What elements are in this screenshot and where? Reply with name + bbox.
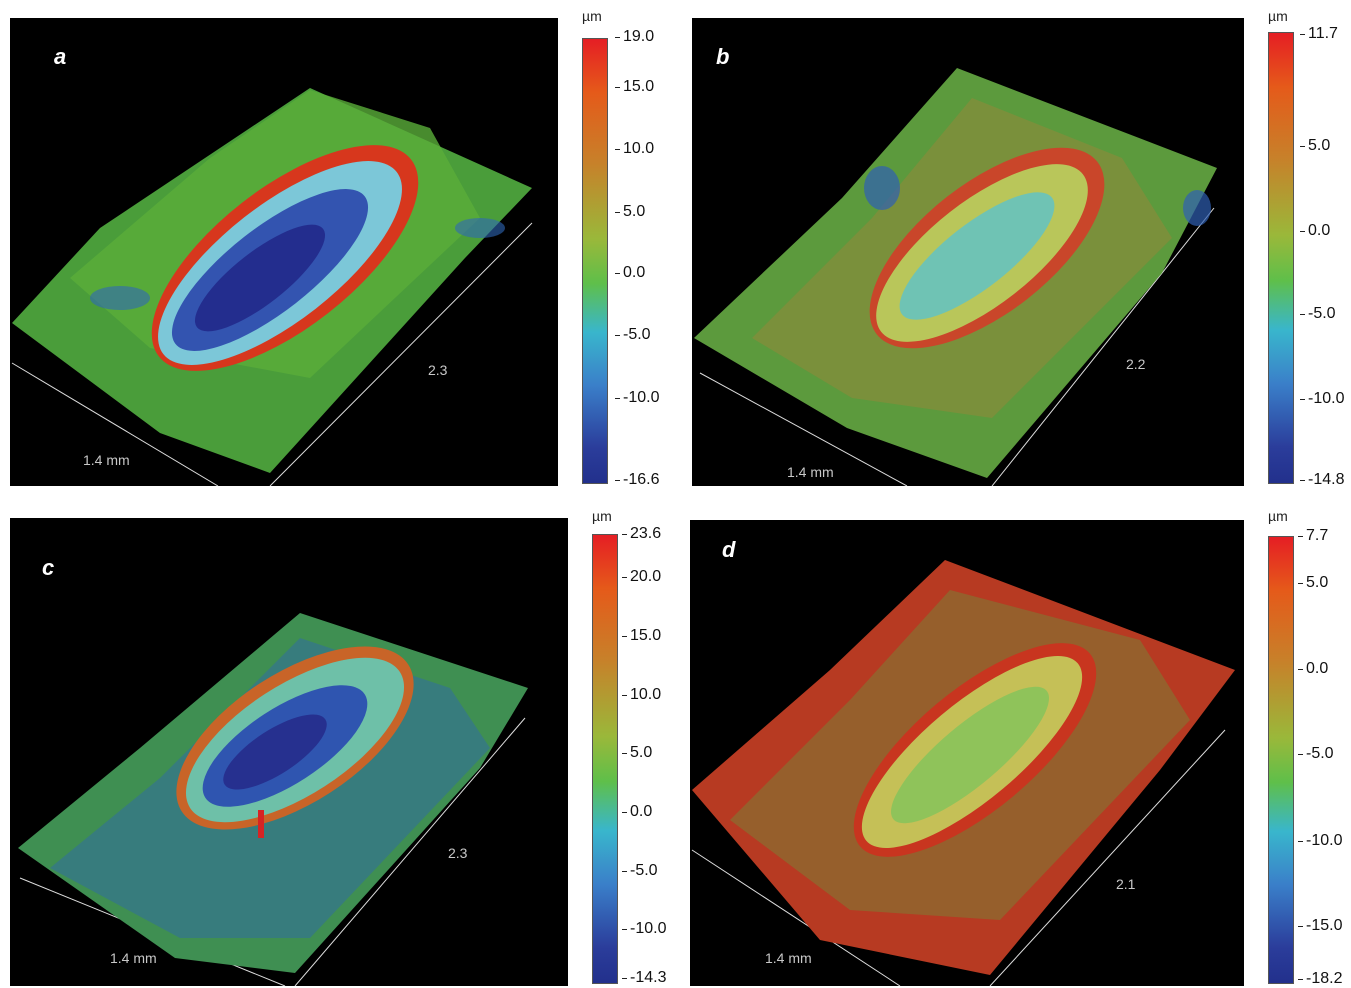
length-label: 2.1 xyxy=(1116,876,1136,892)
colorbar-gradient xyxy=(582,38,608,484)
colorbar-unit: µm xyxy=(592,508,612,524)
tick-label: -10.0 xyxy=(621,920,667,937)
width-label: 1.4 mm xyxy=(83,452,130,468)
tick-label: -18.2 xyxy=(1297,970,1343,987)
surface-plot-a xyxy=(11,88,533,486)
panel-a: a 1.4 mm 2.3 xyxy=(10,18,558,486)
tick-label: -14.3 xyxy=(621,969,667,986)
width-label: 1.4 mm xyxy=(787,464,834,480)
panel-letter: b xyxy=(716,44,730,69)
colorbar-b: µm 11.7 5.0 0.0 -5.0 -10.0 -14.8 xyxy=(1266,8,1351,493)
colorbar-unit: µm xyxy=(1268,8,1288,24)
panel-letter: a xyxy=(54,44,67,69)
tick-label: -10.0 xyxy=(1297,832,1343,849)
tick-label: 11.7 xyxy=(1300,25,1338,42)
colorbar-unit: µm xyxy=(582,8,602,24)
tick-label: 19.0 xyxy=(614,28,655,45)
length-label: 2.3 xyxy=(448,845,468,861)
length-label: 2.3 xyxy=(428,362,448,378)
tick-label: 0.0 xyxy=(1299,222,1331,239)
tick-label: 0.0 xyxy=(614,264,646,281)
tick-label: 23.6 xyxy=(621,525,662,542)
tick-label: 5.0 xyxy=(614,203,646,220)
tick-label: 15.0 xyxy=(614,78,655,95)
tick-label: 20.0 xyxy=(621,568,662,585)
colorbar-gradient xyxy=(1268,32,1294,484)
tick-label: 0.0 xyxy=(621,803,653,820)
tick-label: -5.0 xyxy=(1300,305,1336,322)
tick-label: 10.0 xyxy=(614,140,655,157)
tick-label: 7.7 xyxy=(1297,527,1329,544)
tick-label: -10.0 xyxy=(1299,390,1345,407)
tick-label: -16.6 xyxy=(614,471,660,488)
tick-label: 10.0 xyxy=(621,686,662,703)
width-label: 1.4 mm xyxy=(765,950,812,966)
panel-c: c 1.4 mm 2.3 xyxy=(10,518,568,986)
tick-label: 5.0 xyxy=(1297,574,1329,591)
surface-plot-d xyxy=(691,560,1235,986)
panel-letter: c xyxy=(42,555,55,580)
tick-label: 0.0 xyxy=(1297,660,1329,677)
tick-label: 15.0 xyxy=(621,627,662,644)
panel-d: d 1.4 mm 2.1 xyxy=(690,520,1244,986)
colorbar-d: µm 7.7 5.0 0.0 -5.0 -10.0 -15.0 -18.2 xyxy=(1266,508,1351,987)
colorbar-c: µm 23.6 20.0 15.0 10.0 5.0 0.0 -5.0 -10.… xyxy=(590,508,690,986)
width-label: 1.4 mm xyxy=(110,950,157,966)
panel-b: b 1.4 mm 2.2 xyxy=(692,18,1244,486)
tick-label: -5.0 xyxy=(615,326,651,343)
tick-label: -5.0 xyxy=(622,862,658,879)
tick-label: 5.0 xyxy=(621,744,653,761)
length-label: 2.2 xyxy=(1126,356,1146,372)
panel-letter: d xyxy=(722,537,736,562)
tick-label: -15.0 xyxy=(1297,917,1343,934)
colorbar-a: µm 19.0 15.0 10.0 5.0 0.0 -5.0 -10.0 -16… xyxy=(580,8,680,493)
surface-plot-c xyxy=(18,613,528,986)
tick-label: -10.0 xyxy=(614,389,660,406)
surface-plot-b xyxy=(694,68,1217,486)
tick-label: -5.0 xyxy=(1298,745,1334,762)
colorbar-gradient xyxy=(1268,536,1294,984)
tick-label: 5.0 xyxy=(1299,137,1331,154)
colorbar-gradient xyxy=(592,534,618,984)
colorbar-unit: µm xyxy=(1268,508,1288,524)
tick-label: -14.8 xyxy=(1299,471,1345,488)
